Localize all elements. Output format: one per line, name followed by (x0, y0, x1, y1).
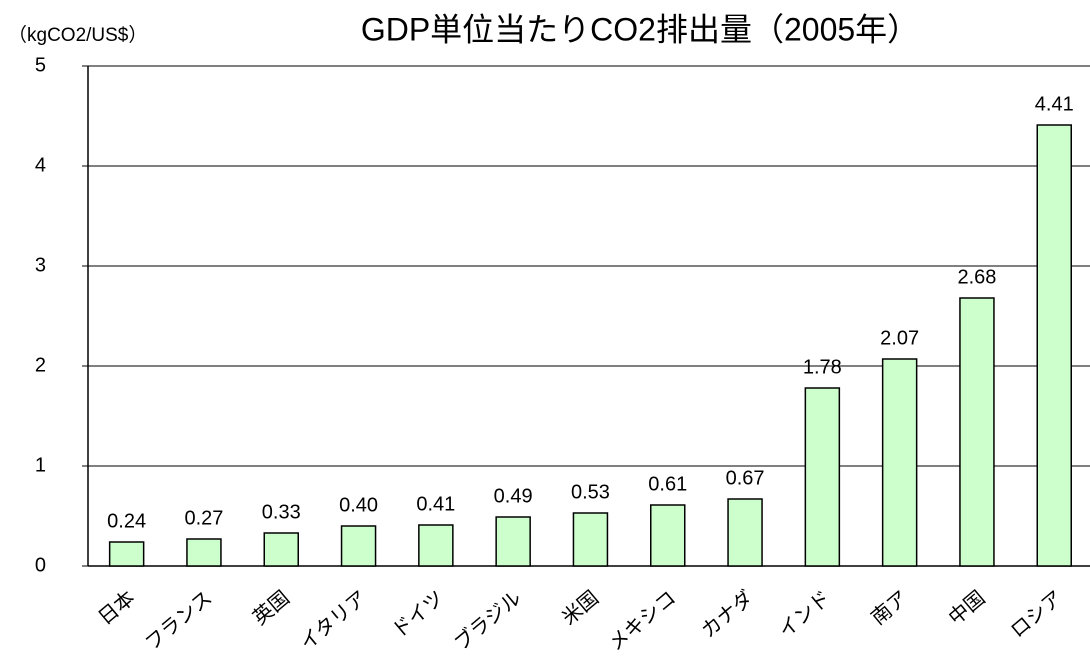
x-tick-label: 南ア (867, 586, 912, 629)
value-label: 4.41 (1035, 93, 1074, 115)
x-tick-label: 日本 (94, 586, 139, 629)
value-label: 2.68 (957, 266, 996, 288)
x-tick-label: メキシコ (605, 587, 680, 655)
y-tick-label: 0 (35, 554, 46, 576)
value-label: 2.07 (880, 327, 919, 349)
bar (572, 512, 609, 567)
bar (186, 538, 222, 567)
value-label: 1.78 (803, 356, 842, 378)
bar (495, 516, 531, 567)
bar (959, 297, 995, 567)
value-label: 0.33 (262, 501, 301, 523)
y-tick-label: 2 (35, 354, 46, 376)
y-axis-label: （kgCO2/US$） (8, 24, 147, 46)
x-tick-label: 中国 (944, 586, 989, 629)
value-label: 0.61 (648, 473, 687, 495)
x-tick-label: インド (775, 587, 835, 642)
value-label: 0.27 (184, 507, 223, 529)
bar (650, 504, 686, 567)
bar (1036, 124, 1072, 567)
x-tick-label: ドイツ (388, 587, 448, 642)
bar (881, 358, 918, 567)
x-tick-label: 米国 (558, 586, 603, 629)
chart-title: GDP単位当たりCO2排出量（2005年） (361, 11, 919, 47)
bar (263, 532, 299, 567)
y-tick-label: 4 (35, 154, 46, 176)
value-label: 0.41 (416, 493, 455, 515)
x-tick-label: ロシア (1007, 587, 1067, 642)
value-label: 0.24 (107, 510, 146, 532)
x-tick-label: ブラジル (449, 585, 525, 655)
bar (804, 387, 841, 567)
value-label: 0.40 (339, 494, 378, 516)
x-tick-label: フランス (141, 587, 216, 655)
y-tick-label: 1 (35, 454, 46, 476)
bar (340, 525, 377, 567)
y-tick-label: 5 (35, 54, 46, 76)
y-tick-label: 3 (35, 254, 46, 276)
value-label: 0.49 (494, 485, 533, 507)
x-tick-label: イタリア (296, 586, 371, 655)
value-label: 0.67 (726, 467, 765, 489)
x-tick-label: カナダ (697, 586, 758, 642)
bar (727, 498, 763, 567)
value-label: 0.53 (571, 481, 610, 503)
bar (418, 524, 454, 567)
bar (108, 541, 145, 567)
x-tick-label: 英国 (248, 586, 293, 629)
